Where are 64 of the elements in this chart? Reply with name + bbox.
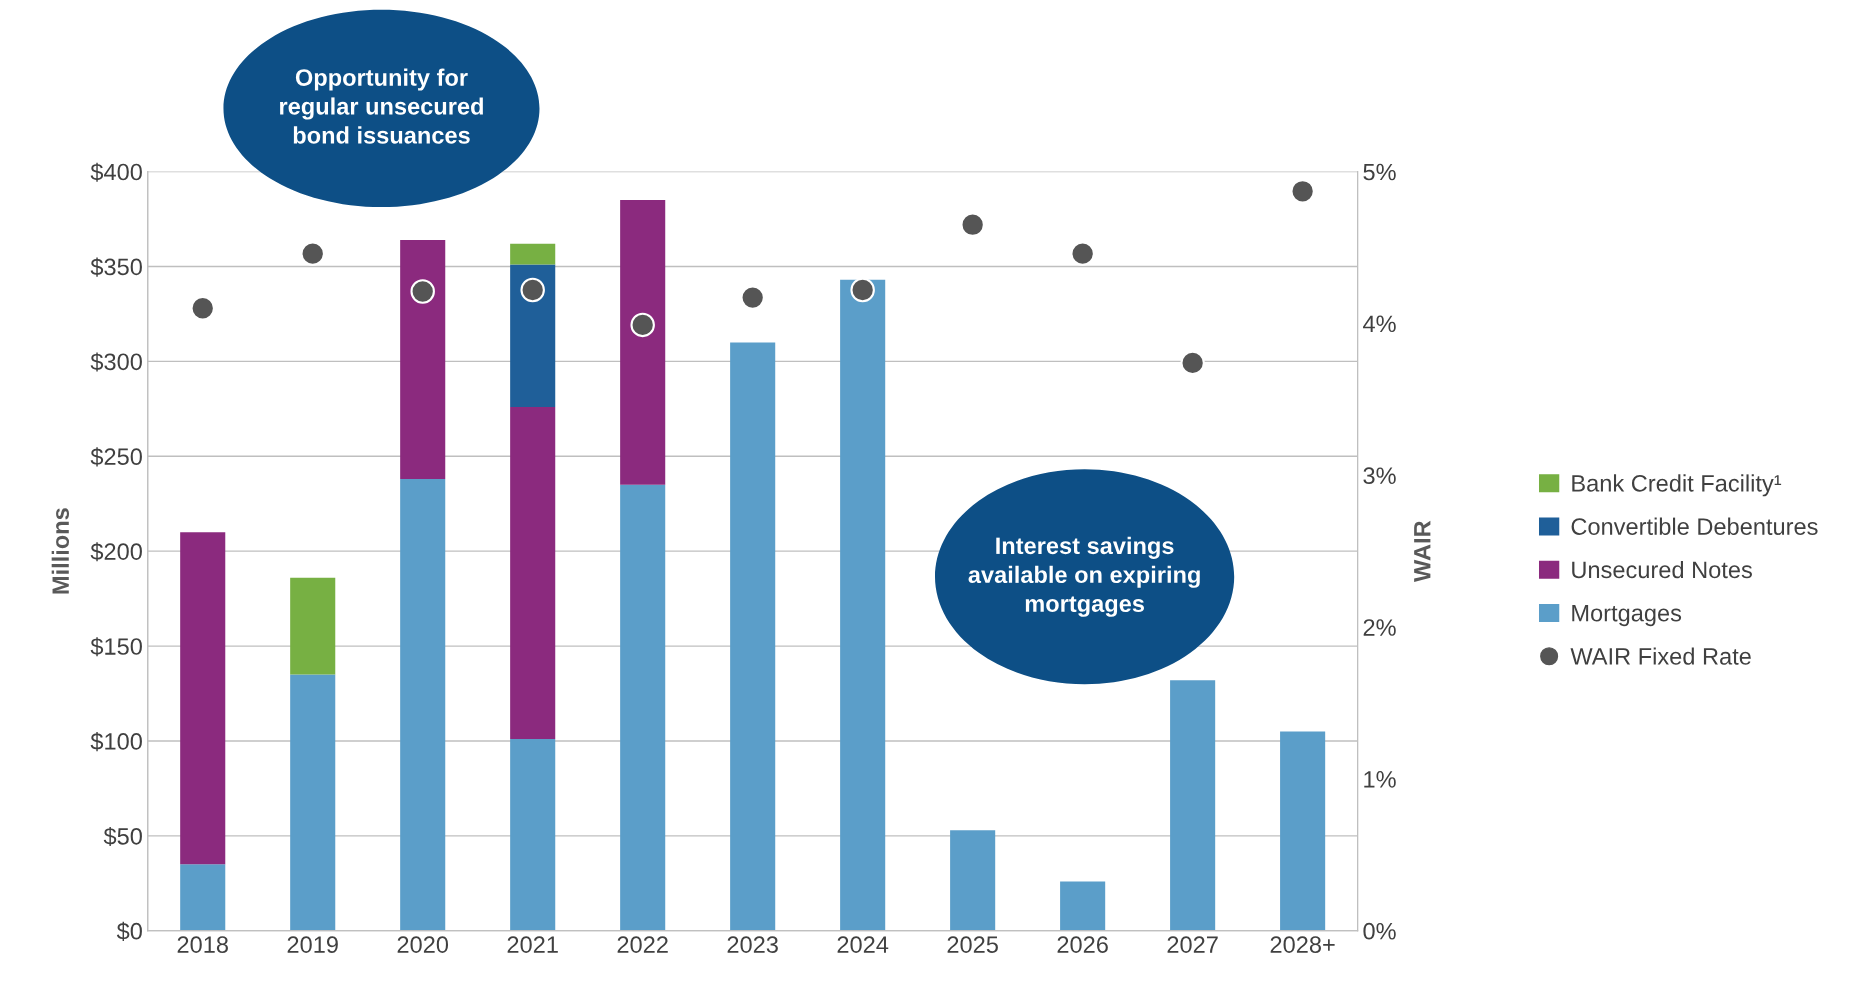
y2-tick-label: 4%	[1363, 315, 1396, 333]
x-tick-label: 2024	[837, 936, 889, 953]
point	[410, 279, 435, 304]
legend-label: Mortgages	[1572, 605, 1682, 627]
bar	[290, 577, 336, 675]
point	[740, 285, 765, 310]
bar	[510, 406, 556, 740]
bar	[180, 532, 226, 865]
bar	[620, 200, 666, 485]
point	[630, 312, 655, 338]
bar	[400, 239, 446, 480]
text: Opportunity for regular unsecured bond issuances	[280, 68, 483, 144]
y-tick-label: $350	[90, 257, 142, 277]
legend-label: Bank Credit Facility¹	[1572, 474, 1782, 497]
legend-label: WAIR Fixed Rate	[1570, 647, 1751, 665]
y-tick-label: $400	[90, 162, 142, 182]
y-tick-label: $200	[90, 542, 142, 562]
y-tick-label: $50	[103, 826, 142, 847]
x-tick-label: 2019	[287, 936, 338, 953]
bar	[400, 479, 446, 931]
point	[1070, 241, 1095, 266]
x-tick-label: 2028+	[1270, 936, 1335, 953]
bar	[510, 243, 556, 265]
y2-tick-label: 3%	[1363, 467, 1396, 485]
y2-axis-title: WAIR	[1414, 520, 1431, 582]
point	[300, 241, 325, 266]
x-tick-label: 2025	[947, 936, 998, 953]
y2-tick-label: 0%	[1363, 922, 1396, 940]
y-axis-title: Millions	[51, 508, 70, 594]
x-tick-label: 2026	[1057, 936, 1108, 953]
bar	[950, 830, 996, 931]
legend-label: Unsecured Notes	[1572, 560, 1752, 579]
y2-tick-label: 2%	[1363, 619, 1396, 636]
x-tick-label: 2018	[177, 936, 228, 953]
bar	[290, 674, 336, 931]
x-tick-label: 2022	[617, 936, 668, 953]
point	[1180, 350, 1205, 376]
x-tick-label: 2020	[397, 936, 449, 953]
y-tick-label: $0	[116, 921, 142, 941]
bar	[510, 264, 556, 407]
bar	[1170, 680, 1216, 931]
bar	[1060, 881, 1106, 931]
x-tick-label: 2027	[1167, 936, 1218, 953]
point	[190, 295, 215, 321]
bar	[1280, 731, 1326, 931]
bar	[840, 279, 886, 931]
point	[960, 212, 985, 237]
y-tick-label: $250	[90, 447, 142, 467]
point	[520, 277, 545, 303]
annotation: Interest savings available on expiring mortgages	[968, 536, 1200, 617]
y-tick-label: $100	[90, 732, 142, 752]
x-tick-label: 2023	[727, 936, 778, 953]
y-tick-label: $300	[90, 352, 142, 372]
y2-tick-label: 1%	[1364, 771, 1396, 788]
y2-tick-label: 5%	[1363, 163, 1396, 181]
legend-label: Convertible Debentures	[1571, 517, 1818, 535]
bar	[620, 484, 666, 931]
bar	[180, 864, 226, 931]
point	[1290, 179, 1315, 204]
point	[850, 277, 875, 303]
x-tick-label: 2021	[507, 936, 558, 953]
y-tick-label: $150	[90, 637, 142, 657]
bar	[510, 739, 556, 931]
bar	[730, 342, 776, 931]
